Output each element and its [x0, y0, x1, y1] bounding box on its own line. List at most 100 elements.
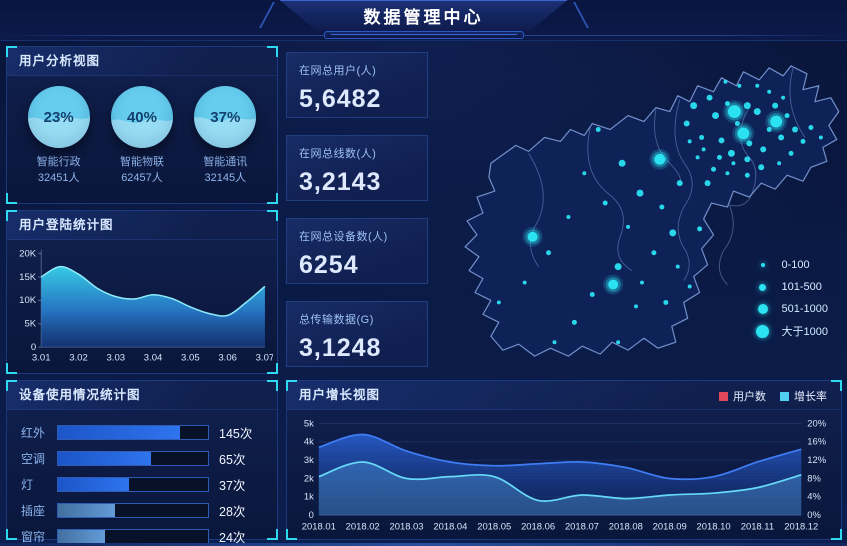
region-map: [464, 65, 840, 357]
legend-label: 501-1000: [781, 303, 829, 315]
stat-card-total-lines: 在网总线数(人) 3,2143: [286, 135, 428, 201]
gauge-item: 37% 智能通讯 32145人: [187, 86, 263, 187]
device-bar-row: 插座 28次: [21, 497, 263, 523]
legend-item-users: 用户数: [719, 388, 766, 404]
legend-marker-icon: [719, 391, 728, 401]
stat-value: 6254: [299, 251, 359, 279]
title-banner: 数据管理中心: [279, 0, 568, 31]
top-header: 数据管理中心: [0, 0, 847, 41]
stat-label: 总传输数据(G): [299, 314, 374, 326]
svg-text:0: 0: [309, 510, 314, 520]
bar-fill: [58, 425, 180, 439]
svg-text:2018.12: 2018.12: [784, 522, 818, 532]
device-label: 红外: [21, 425, 46, 440]
legend-label: 0-100: [781, 259, 810, 271]
gauge-count: 32145人: [204, 171, 247, 184]
svg-text:2018.08: 2018.08: [609, 522, 643, 532]
svg-text:20%: 20%: [807, 419, 826, 429]
device-value: 145次: [219, 426, 253, 441]
svg-text:3.06: 3.06: [218, 353, 237, 363]
growth-chart-body: 0 0% 1k 4% 2k 8% 3k 12% 4k 16% 5k 20% 2018.01 2018.02…: [287, 410, 841, 538]
bubble-size-icon: [758, 283, 766, 291]
svg-text:3.01: 3.01: [32, 353, 51, 363]
growth-area-chart: 0 0% 1k 4% 2k 8% 3k 12% 4k 16% 5k 20% 2018.01 2018.02…: [302, 419, 826, 532]
bar-fill: [58, 477, 129, 491]
banner-left-slash-icon: [258, 2, 275, 28]
panel-title: 设备使用情况统计图: [7, 381, 277, 410]
bar-fill: [58, 451, 151, 465]
device-value: 37次: [219, 478, 246, 493]
banner-underline: [323, 31, 524, 39]
bar-track: [57, 476, 209, 492]
legend-label: 用户数: [733, 391, 766, 403]
map-legend-item: 501-1000: [756, 298, 829, 320]
device-bar-row: 空调 65次: [21, 445, 263, 471]
bar-fill: [58, 529, 105, 543]
panel-title: 用户增长视图: [287, 381, 841, 410]
svg-text:2018.05: 2018.05: [477, 522, 511, 532]
svg-text:2018.11: 2018.11: [741, 522, 774, 532]
svg-text:15K: 15K: [19, 272, 37, 282]
device-bar-row: 窗帘 24次: [21, 523, 263, 546]
wave-icon: [110, 118, 173, 148]
svg-text:20K: 20K: [19, 249, 37, 259]
device-label: 空调: [21, 451, 46, 466]
liquid-gauge: 40%: [110, 86, 173, 148]
stat-card-total-data: 总传输数据(G) 3,1248: [286, 301, 428, 367]
svg-text:4%: 4%: [807, 492, 821, 502]
svg-text:5K: 5K: [25, 319, 38, 329]
svg-text:16%: 16%: [807, 437, 826, 447]
map-legend-item: 0-100: [756, 254, 829, 276]
gauge-percent: 40%: [126, 108, 157, 126]
legend-marker-icon: [780, 391, 789, 401]
svg-text:2018.10: 2018.10: [697, 522, 731, 532]
device-bar-list: 红外 145次 空调 65次 灯 37次 插座 28次 窗帘: [7, 410, 277, 546]
device-bar-row: 红外 145次: [21, 419, 263, 445]
svg-text:2018.07: 2018.07: [565, 522, 599, 532]
page-title: 数据管理中心: [363, 8, 484, 27]
svg-text:2018.01: 2018.01: [302, 522, 336, 532]
svg-text:2018.03: 2018.03: [389, 522, 423, 532]
liquid-gauge: 23%: [27, 86, 90, 148]
bubble-size-icon: [757, 304, 768, 314]
growth-legend: 用户数 增长率: [719, 388, 827, 404]
bar-track: [57, 528, 209, 544]
stat-label: 在网总用户(人): [299, 65, 377, 77]
bar-track: [57, 502, 209, 518]
bar-fill: [58, 503, 115, 517]
svg-text:3k: 3k: [304, 455, 314, 465]
legend-label: 101-500: [781, 281, 822, 293]
panel-title: 用户登陆统计图: [7, 211, 277, 240]
device-value: 65次: [219, 452, 246, 467]
liquid-gauge: 37%: [194, 86, 257, 148]
map-legend-item: 大于1000: [755, 320, 829, 342]
wave-icon: [27, 116, 90, 148]
stat-label: 在网总设备数(人): [299, 231, 388, 243]
svg-text:8%: 8%: [807, 474, 821, 484]
login-chart-body: 0 5K 10K 15K 20K 3.01 3.02 3.03 3.04 3.05 3.06 3.07: [7, 240, 277, 372]
device-label: 插座: [21, 503, 46, 518]
svg-text:4k: 4k: [304, 437, 314, 447]
gauge-item: 40% 智能物联 62457人: [104, 86, 180, 187]
login-area-chart: 0 5K 10K 15K 20K 3.01 3.02 3.03 3.04 3.05 3.06 3.07: [19, 249, 273, 363]
stat-card-total-devices: 在网总设备数(人) 6254: [286, 218, 428, 284]
legend-label: 大于1000: [781, 326, 828, 338]
gauge-percent: 37%: [210, 108, 241, 126]
device-label: 灯: [21, 477, 34, 492]
svg-text:0: 0: [31, 342, 36, 352]
gauge-count: 32451人: [37, 171, 80, 184]
map-legend-item: 101-500: [756, 276, 829, 298]
gauge-percent: 23%: [43, 108, 74, 126]
gauge-name: 智能物联: [119, 156, 164, 168]
corner-bracket: [267, 193, 278, 204]
bar-track: [57, 450, 209, 466]
svg-text:5k: 5k: [304, 419, 314, 429]
device-label: 窗帘: [21, 529, 46, 544]
svg-text:3.07: 3.07: [256, 353, 273, 363]
svg-text:2018.04: 2018.04: [433, 522, 467, 532]
bar-track: [57, 424, 209, 440]
panel-device-usage: 设备使用情况统计图 红外 145次 空调 65次 灯 37次 插座 28次: [6, 380, 278, 545]
svg-text:3.03: 3.03: [106, 353, 125, 363]
svg-text:3.02: 3.02: [69, 353, 88, 363]
